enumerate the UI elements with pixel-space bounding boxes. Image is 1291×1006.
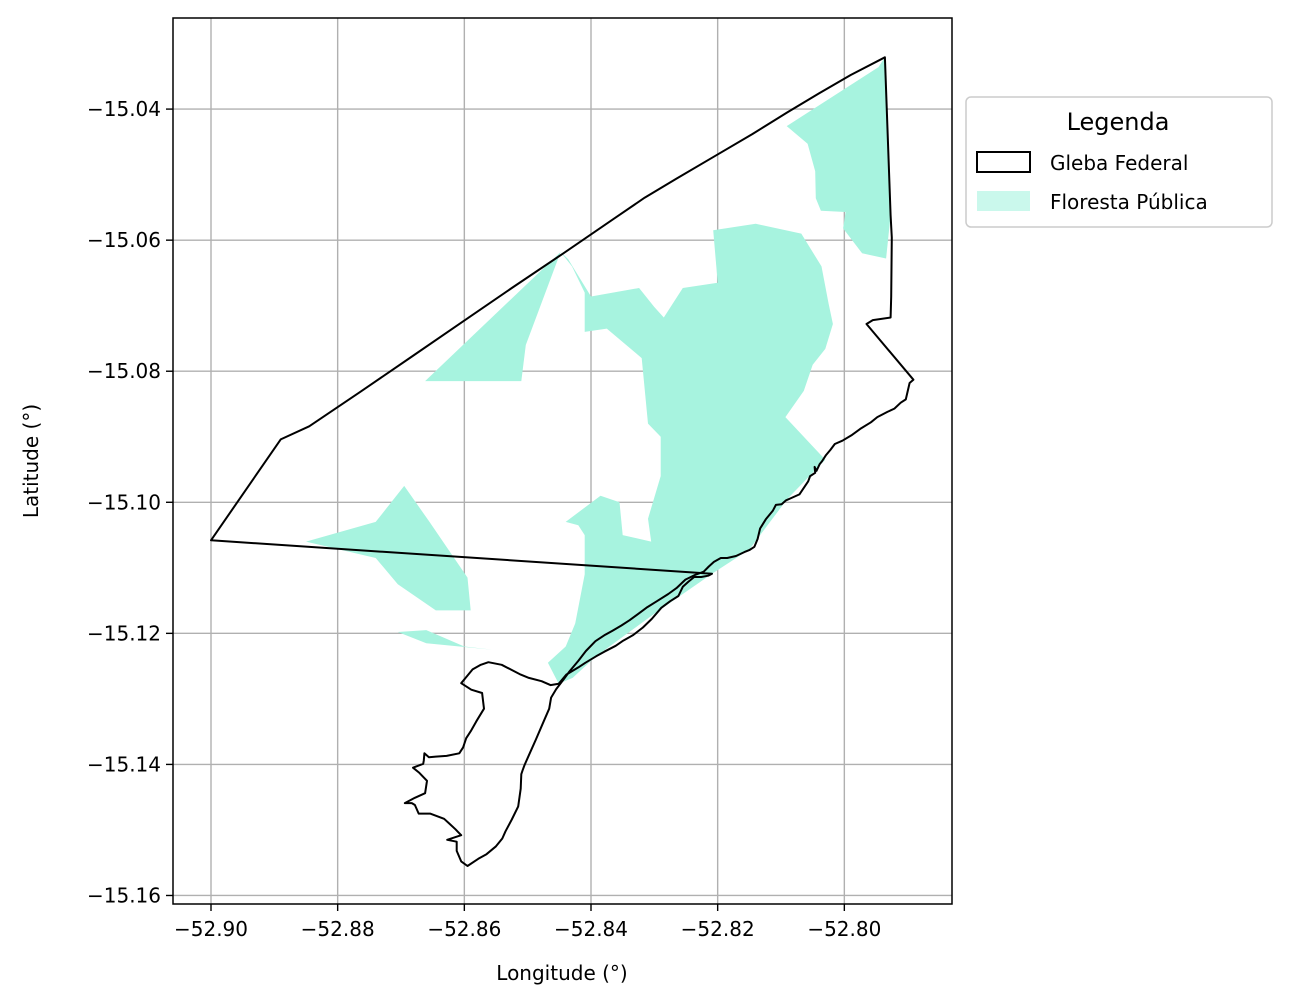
- gleba-federal-polygon-1: [210, 56, 915, 867]
- floresta-publica-polygon-4: [397, 630, 493, 650]
- x-tick-label: −52.86: [427, 917, 501, 941]
- legend-title: Legenda: [1067, 108, 1170, 136]
- floresta-publica-polygon-3: [306, 485, 471, 611]
- y-tick-label: −15.12: [87, 621, 161, 645]
- y-tick-label: −15.06: [87, 228, 161, 252]
- x-axis-label: Longitude (°): [496, 961, 627, 985]
- x-tick-label: −52.84: [554, 917, 628, 941]
- axis-ticks: −52.90 −52.88 −52.86 −52.84 −52.82 −52.80 −15.…: [87, 97, 881, 941]
- legend-label-floresta-publica: Floresta Pública: [1050, 190, 1208, 214]
- x-tick-label: −52.88: [301, 917, 375, 941]
- floresta-publica-layer: [306, 57, 891, 684]
- y-tick-label: −15.04: [87, 97, 161, 121]
- y-tick-label: −15.08: [87, 359, 161, 383]
- x-tick-label: −52.82: [681, 917, 755, 941]
- y-tick-label: −15.16: [87, 883, 161, 907]
- y-tick-label: −15.14: [87, 752, 161, 776]
- legend-label-gleba-federal: Gleba Federal: [1050, 151, 1188, 175]
- floresta-publica-polygon-2: [425, 223, 833, 684]
- floresta-publica-polygon-1: [786, 57, 891, 259]
- legend-swatch-gleba-federal: [976, 151, 1031, 173]
- gleba-federal-layer: [210, 56, 915, 867]
- y-tick-label: −15.10: [87, 490, 161, 514]
- legend: Legenda Gleba Federal Floresta Pública: [965, 96, 1273, 228]
- x-tick-label: −52.90: [174, 917, 248, 941]
- x-tick-label: −52.80: [807, 917, 881, 941]
- plot-frame: [172, 17, 953, 905]
- legend-swatch-floresta-publica: [977, 191, 1030, 211]
- legend-box: [965, 96, 1273, 228]
- y-axis-label: Latitude (°): [19, 404, 43, 518]
